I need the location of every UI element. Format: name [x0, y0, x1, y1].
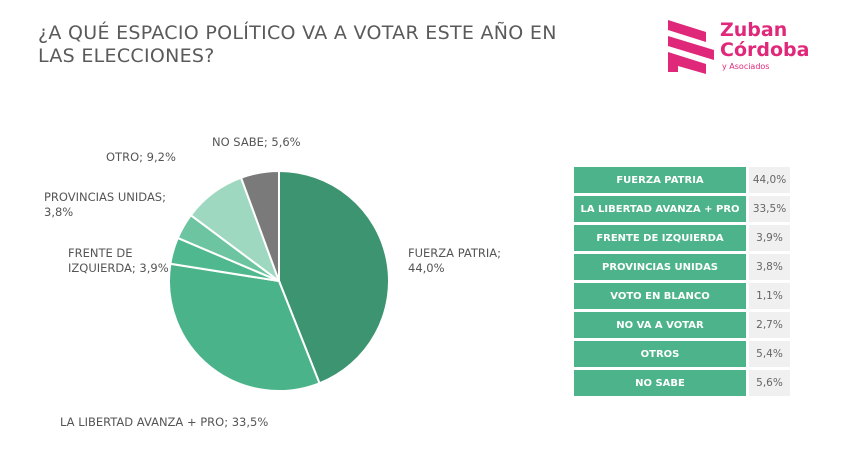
table-row: LA LIBERTAD AVANZA + PRO 33,5% [574, 196, 790, 222]
row-name: NO SABE [574, 370, 746, 396]
row-value: 2,7% [749, 312, 790, 338]
row-name: NO VA A VOTAR [574, 312, 746, 338]
row-name: VOTO EN BLANCO [574, 283, 746, 309]
table-row: NO SABE 5,6% [574, 370, 790, 396]
table-row: PROVINCIAS UNIDAS 3,8% [574, 254, 790, 280]
row-name: PROVINCIAS UNIDAS [574, 254, 746, 280]
label-otro: OTRO; 9,2% [106, 150, 176, 164]
label-lla: LA LIBERTAD AVANZA + PRO; 33,5% [60, 415, 269, 429]
table-row: VOTO EN BLANCO 1,1% [574, 283, 790, 309]
row-value: 1,1% [749, 283, 790, 309]
label-frente-izquierda: FRENTE DE IZQUIERDA; 3,9% [68, 246, 169, 275]
row-name: FRENTE DE IZQUIERDA [574, 225, 746, 251]
table-row: FRENTE DE IZQUIERDA 3,9% [574, 225, 790, 251]
row-value: 3,8% [749, 254, 790, 280]
pie-slice [239, 169, 280, 282]
row-name: FUERZA PATRIA [574, 167, 746, 193]
logo-subtext: y Asociados [722, 62, 770, 71]
row-value: 44,0% [749, 167, 790, 193]
logo-text: Zuban [720, 19, 788, 41]
logo-text: Córdoba [720, 39, 810, 61]
row-name: LA LIBERTAD AVANZA + PRO [574, 196, 746, 222]
label-provincias-unidas: PROVINCIAS UNIDAS; 3,8% [44, 190, 166, 219]
table-row: FUERZA PATRIA 44,0% [574, 167, 790, 193]
pie-slice [278, 169, 390, 385]
row-value: 5,6% [749, 370, 790, 396]
row-name: OTROS [574, 341, 746, 367]
logo-mark-icon [668, 20, 714, 74]
row-value: 5,4% [749, 341, 790, 367]
label-no-sabe: NO SABE; 5,6% [212, 135, 301, 149]
results-table: FUERZA PATRIA 44,0% LA LIBERTAD AVANZA + P… [574, 167, 790, 399]
table-row: OTROS 5,4% [574, 341, 790, 367]
logo: Zuban Córdoba y Asociados [664, 18, 809, 78]
pie-slice [168, 262, 321, 392]
table-row: NO VA A VOTAR 2,7% [574, 312, 790, 338]
row-value: 3,9% [749, 225, 790, 251]
label-fuerza-patria: FUERZA PATRIA; 44,0% [408, 246, 502, 275]
page-title: ¿A QUÉ ESPACIO POLÍTICO VA A VOTAR ESTE … [38, 22, 557, 67]
row-value: 33,5% [749, 196, 790, 222]
